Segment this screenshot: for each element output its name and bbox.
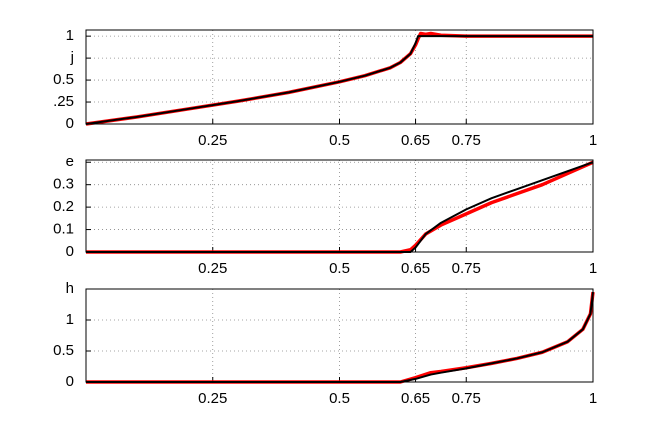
data-line — [85, 35, 593, 125]
x-tick-label: 0.25 — [198, 390, 227, 407]
x-tick-label: 0.5 — [329, 260, 350, 277]
x-tick-label: 0.75 — [452, 132, 481, 149]
y-tick-label: 0 — [66, 243, 74, 260]
y-tick-label: .25 — [53, 93, 74, 110]
y-tick-label: 0.2 — [53, 198, 74, 215]
y-tick-label: j — [70, 49, 74, 66]
x-tick-label: 1 — [589, 260, 597, 277]
x-tick-label: 0.25 — [198, 260, 227, 277]
y-tick-label: 0.3 — [53, 176, 74, 193]
y-tick-label: 0.5 — [53, 71, 74, 88]
y-tick-label: 1 — [66, 27, 74, 44]
x-tick-label: 0.65 — [401, 260, 430, 277]
x-tick-label: 0.5 — [329, 390, 350, 407]
axes-frame — [85, 29, 594, 125]
y-tick-label: 0 — [66, 373, 74, 390]
x-tick-label: 0.65 — [401, 390, 430, 407]
axes-frame — [85, 159, 594, 253]
axes-frame — [85, 288, 594, 383]
x-tick-label: 1 — [589, 132, 597, 149]
y-tick-label: e — [66, 153, 74, 170]
y-tick-label: 0 — [66, 115, 74, 132]
x-tick-label: 0.5 — [329, 132, 350, 149]
x-tick-label: 0.25 — [198, 132, 227, 149]
x-tick-label: 0.75 — [452, 260, 481, 277]
x-tick-label: 0.75 — [452, 390, 481, 407]
y-tick-label: 1 — [66, 311, 74, 328]
plot-area — [86, 289, 593, 382]
data-line — [86, 291, 594, 383]
x-tick-label: 0.65 — [401, 132, 430, 149]
y-tick-label: h — [66, 280, 74, 297]
x-tick-label: 1 — [589, 390, 597, 407]
plot-area — [86, 30, 593, 124]
y-tick-label: 0.1 — [53, 221, 74, 238]
plot-area — [86, 160, 593, 252]
y-tick-label: 0.5 — [53, 342, 74, 359]
